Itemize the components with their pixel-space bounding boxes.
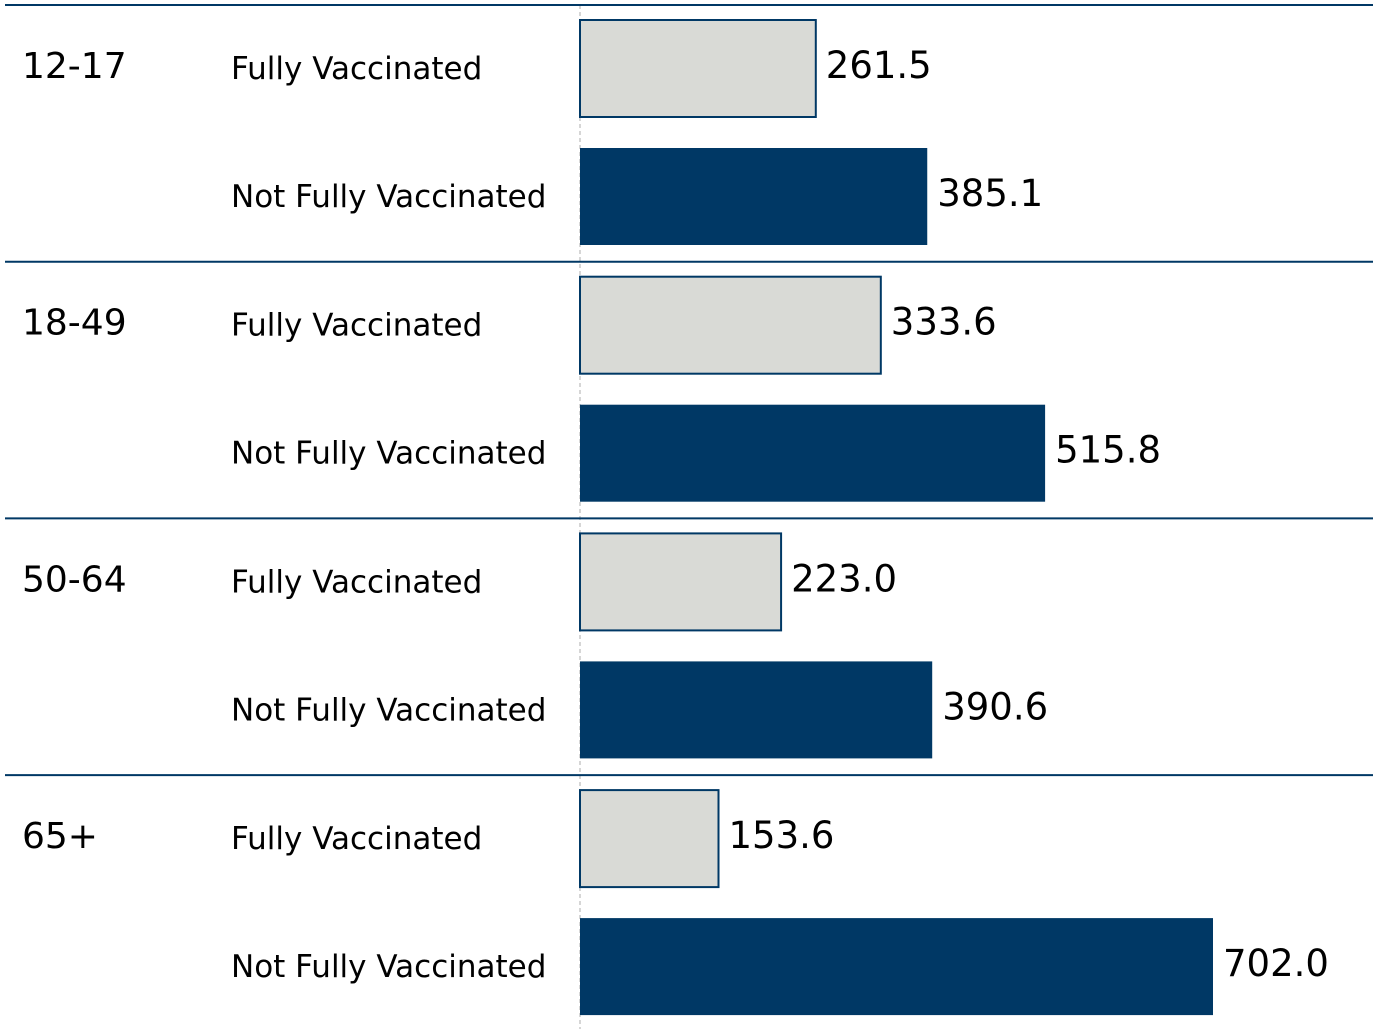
bar [579, 19, 817, 118]
category-label: 18-49 [22, 303, 127, 344]
value-label: 515.8 [1055, 429, 1161, 472]
bar [580, 148, 928, 245]
bar [580, 661, 933, 759]
bar [580, 918, 1213, 1016]
series-label: Fully Vaccinated [231, 308, 482, 344]
series-label: Not Fully Vaccinated [231, 179, 546, 215]
bar [579, 532, 783, 632]
value-label: 261.5 [826, 44, 932, 87]
value-label: 153.6 [729, 814, 835, 857]
bar [580, 404, 1046, 502]
value-label: 385.1 [937, 172, 1043, 215]
series-label: Fully Vaccinated [231, 564, 482, 600]
series-label: Not Fully Vaccinated [231, 436, 546, 472]
bar [579, 275, 882, 375]
value-label: 390.6 [942, 685, 1048, 728]
bar [579, 789, 720, 889]
category-label: 50-64 [22, 559, 127, 600]
series-label: Fully Vaccinated [231, 51, 482, 87]
series-label: Fully Vaccinated [231, 821, 482, 857]
series-label: Not Fully Vaccinated [231, 692, 546, 728]
series-label: Not Fully Vaccinated [231, 949, 546, 985]
category-label: 12-17 [22, 46, 127, 87]
value-label: 223.0 [791, 557, 897, 600]
category-label: 65+ [22, 816, 98, 857]
value-label: 333.6 [891, 301, 997, 344]
value-label: 702.0 [1223, 942, 1329, 985]
